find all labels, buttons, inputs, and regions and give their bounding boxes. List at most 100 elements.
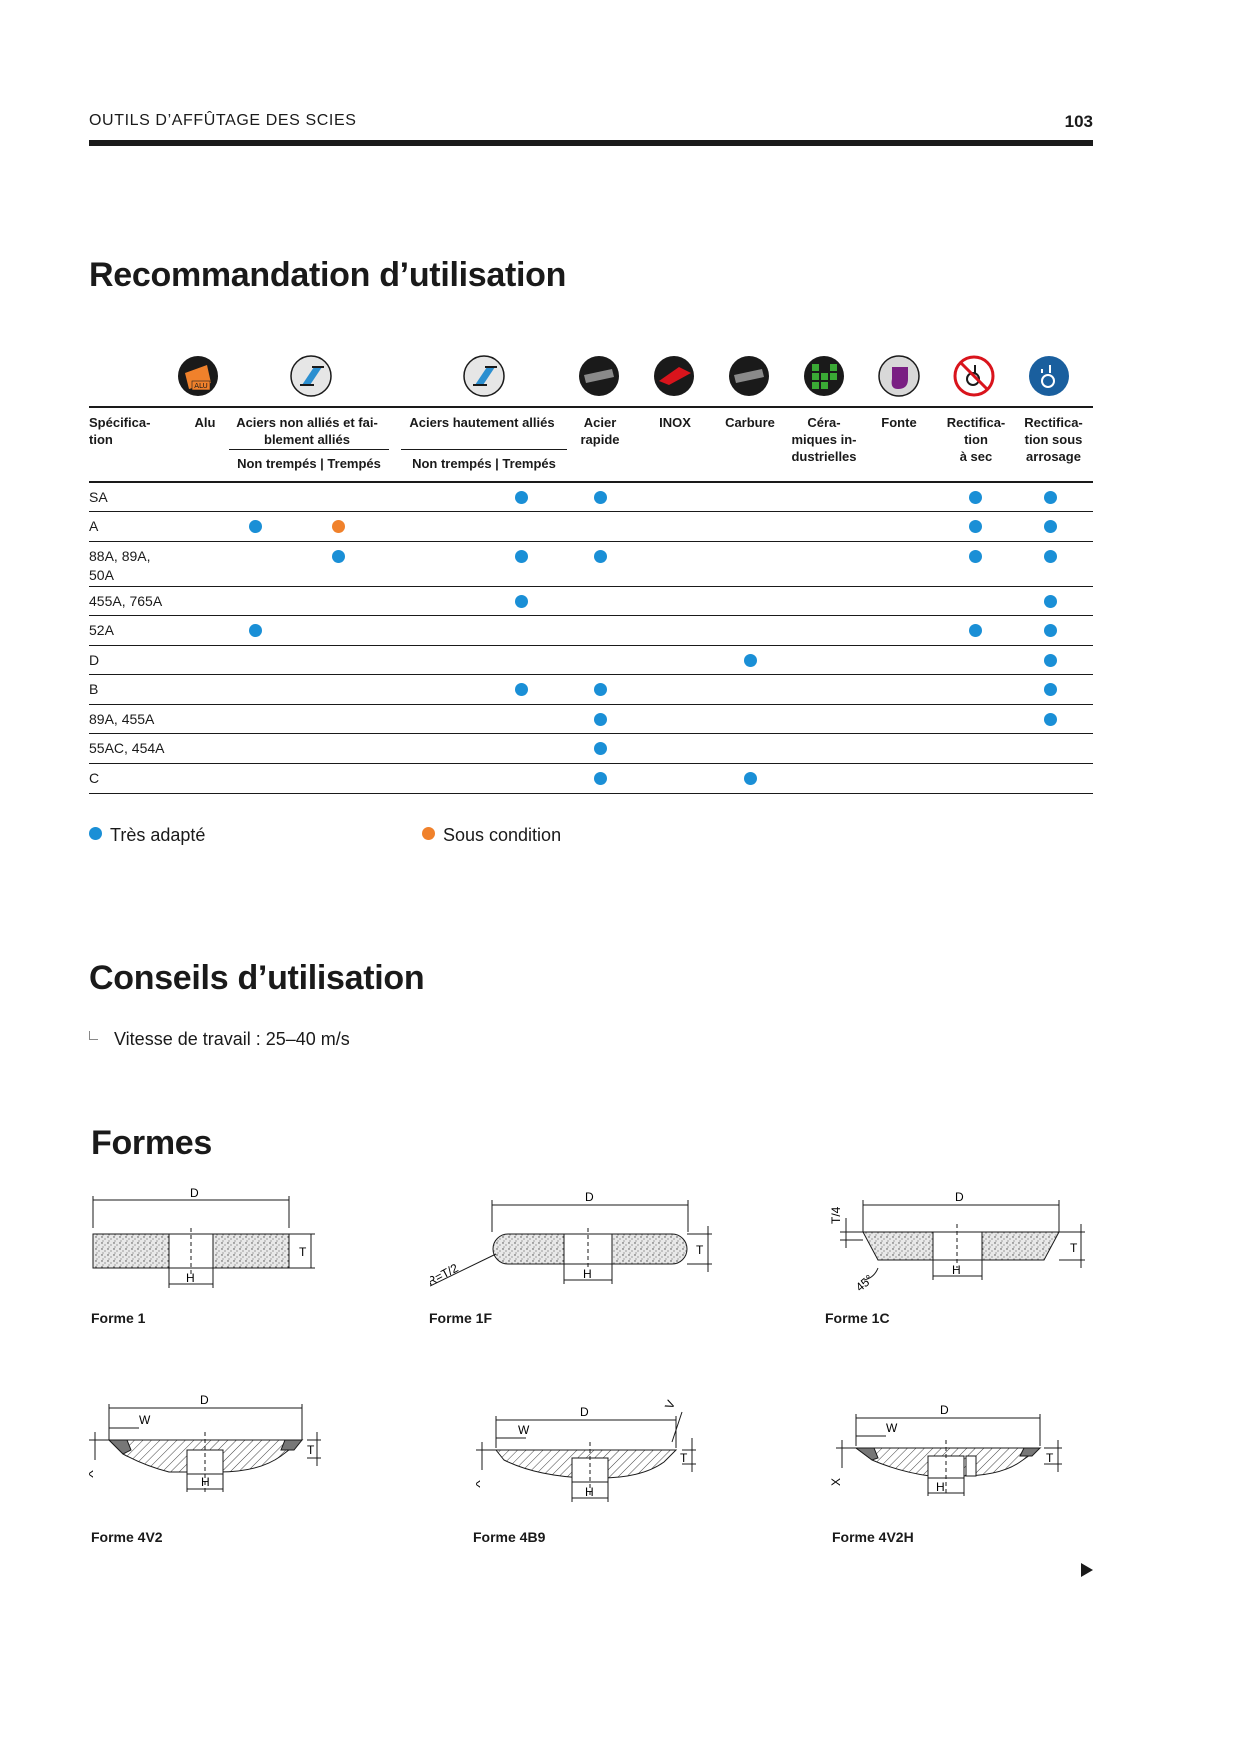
dot-tres-adapte <box>969 550 982 563</box>
dim-label: D <box>955 1190 964 1204</box>
dot-tres-adapte <box>515 550 528 563</box>
row-rule <box>89 615 1093 616</box>
section-title-formes: Formes <box>91 1124 213 1162</box>
colhead-inox: INOX <box>659 415 691 430</box>
legend-sous-condition: Sous condition <box>422 825 561 846</box>
dim-label: X <box>476 1480 483 1488</box>
colhead-carbure: Carbure <box>725 415 775 430</box>
dim-label: T <box>1046 1451 1054 1465</box>
dot-tres-adapte <box>249 624 262 637</box>
dot-tres-adapte <box>1044 550 1057 563</box>
colhead-rectification-sec: Rectifica- tion à sec <box>946 415 1006 464</box>
dot-tres-adapte <box>1044 713 1057 726</box>
dot-tres-adapte <box>744 654 757 667</box>
forme-1-label: Forme 1 <box>91 1310 146 1326</box>
colhead-specification: Spécifica- tion <box>89 415 151 447</box>
wet-grinding-icon <box>1028 355 1070 397</box>
table-row: 55AC, 454A <box>89 734 1093 764</box>
hss-blade-icon <box>578 355 620 397</box>
dim-label: D <box>580 1405 589 1419</box>
table-row: SA <box>89 483 1093 512</box>
table-row: 89A, 455A <box>89 705 1093 734</box>
row-rule <box>89 645 1093 646</box>
page-header: OUTILS D’AFFÛTAGE DES SCIES 103 <box>89 112 1093 148</box>
dim-label: H <box>201 1475 210 1489</box>
table-header-rule <box>89 481 1093 483</box>
row-rule <box>89 763 1093 764</box>
dot-tres-adapte <box>515 683 528 696</box>
row-specification: 455A, 765A <box>89 593 163 609</box>
steel-beam-icon <box>290 355 332 397</box>
dot-tres-adapte <box>594 713 607 726</box>
table-row: 455A, 765A <box>89 587 1093 616</box>
inox-icon <box>653 355 695 397</box>
row-specification: 88A, 89A, 50A <box>89 548 151 583</box>
cast-iron-icon <box>878 355 920 397</box>
dot-tres-adapte <box>744 772 757 785</box>
row-rule <box>89 541 1093 542</box>
row-rule <box>89 511 1093 512</box>
row-specification: 55AC, 454A <box>89 740 165 756</box>
dot-tres-adapte <box>1044 624 1057 637</box>
dot-tres-adapte <box>594 683 607 696</box>
dim-label: D <box>940 1403 949 1417</box>
advice-text: Vitesse de travail : 25–40 m/s <box>114 1029 350 1049</box>
table-row: 88A, 89A, 50A <box>89 542 1093 587</box>
row-specification: C <box>89 770 100 786</box>
dim-label: T <box>680 1451 688 1465</box>
dry-grinding-icon <box>953 355 995 397</box>
row-specification: 52A <box>89 622 114 638</box>
legend-dot-orange <box>422 827 435 840</box>
dim-label: T/4 <box>829 1206 843 1224</box>
advice-vitesse: Vitesse de travail : 25–40 m/s <box>89 1029 350 1050</box>
dot-tres-adapte <box>594 772 607 785</box>
forme-4v2-label: Forme 4V2 <box>91 1529 163 1545</box>
legend-label: Sous condition <box>443 825 562 845</box>
dim-label: T <box>307 1443 315 1457</box>
row-specification: 89A, 455A <box>89 711 155 727</box>
dot-tres-adapte <box>594 550 607 563</box>
section-title-recommandation: Recommandation d’utilisation <box>89 256 567 294</box>
table-row: D <box>89 646 1093 675</box>
dim-label: D <box>585 1190 594 1204</box>
dim-label: X <box>830 1478 843 1486</box>
table-row: C <box>89 764 1093 794</box>
table-row: 52A <box>89 616 1093 646</box>
table-row: A <box>89 512 1093 542</box>
carbide-blade-icon <box>728 355 770 397</box>
dot-tres-adapte <box>1044 520 1057 533</box>
subhead-non-trempes-trempes: Non trempés | Trempés <box>412 456 556 471</box>
row-rule <box>89 793 1093 794</box>
legend-dot-blue <box>89 827 102 840</box>
colhead-alu: Alu <box>194 415 216 430</box>
colhead-fonte: Fonte <box>881 415 917 430</box>
row-specification: A <box>89 518 99 534</box>
dot-tres-adapte <box>594 491 607 504</box>
dim-label: 45° <box>853 1272 876 1295</box>
dim-label: W <box>886 1421 898 1435</box>
dot-tres-adapte <box>332 550 345 563</box>
forme-4v2h-label: Forme 4V2H <box>832 1529 914 1545</box>
page-number: 103 <box>1064 112 1093 131</box>
forme-1c-label: Forme 1C <box>825 1310 890 1326</box>
forme-4b9-label: Forme 4B9 <box>473 1529 546 1545</box>
header-title: OUTILS D’AFFÛTAGE DES SCIES <box>89 112 357 129</box>
list-marker-icon <box>89 1031 98 1040</box>
forme-1c-drawing: D H T T/4 45° <box>829 1190 1085 1295</box>
dim-label: V <box>662 1398 678 1411</box>
dim-label: D <box>190 1188 199 1200</box>
subhead-non-trempes-trempes: Non trempés | Trempés <box>237 456 381 471</box>
row-rule <box>89 704 1093 705</box>
colhead-aciers-non-allies: Aciers non alliés et fai- blement alliés <box>236 415 378 447</box>
row-rule <box>89 586 1093 587</box>
forme-4v2h-drawing: D W H T X <box>830 1403 1062 1496</box>
forme-1f-label: Forme 1F <box>429 1310 493 1326</box>
forme-1-drawing: D H T <box>92 1188 315 1288</box>
dot-tres-adapte <box>1044 595 1057 608</box>
row-rule <box>89 733 1093 734</box>
dim-label: W <box>518 1423 530 1437</box>
dim-label: H <box>583 1267 592 1281</box>
steel-beam-icon <box>463 355 505 397</box>
next-page-arrow-icon[interactable] <box>1081 1563 1093 1577</box>
alu-icon: ALU <box>177 355 219 397</box>
